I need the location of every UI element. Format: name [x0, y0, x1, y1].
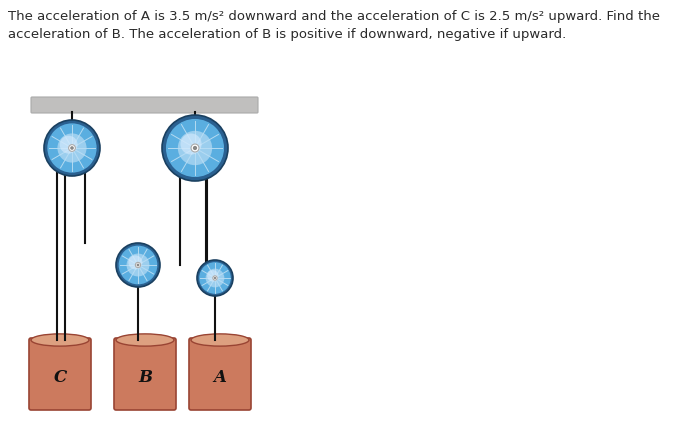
Circle shape [44, 120, 100, 176]
FancyBboxPatch shape [29, 338, 91, 410]
Circle shape [60, 136, 78, 154]
FancyBboxPatch shape [189, 338, 251, 410]
Circle shape [70, 146, 74, 150]
Circle shape [193, 146, 197, 150]
FancyBboxPatch shape [114, 338, 176, 410]
Circle shape [207, 270, 218, 282]
Text: acceleration of B. The acceleration of B is positive if downward, negative if up: acceleration of B. The acceleration of B… [8, 28, 566, 41]
Circle shape [116, 243, 160, 287]
Circle shape [128, 255, 142, 269]
Circle shape [214, 277, 216, 279]
Circle shape [137, 264, 139, 266]
Text: B: B [138, 369, 152, 386]
Text: C: C [53, 369, 67, 386]
Circle shape [127, 254, 150, 276]
Circle shape [69, 145, 76, 152]
Circle shape [166, 119, 224, 177]
Circle shape [47, 124, 96, 173]
Circle shape [199, 262, 231, 294]
Circle shape [180, 134, 202, 155]
Circle shape [178, 131, 212, 165]
FancyBboxPatch shape [31, 97, 258, 113]
Ellipse shape [191, 334, 249, 346]
Ellipse shape [31, 334, 89, 346]
Circle shape [58, 134, 87, 162]
Circle shape [119, 246, 157, 284]
Circle shape [197, 260, 233, 296]
Text: A: A [213, 369, 227, 386]
Text: The acceleration of A is 3.5 m/s² downward and the acceleration of C is 2.5 m/s²: The acceleration of A is 3.5 m/s² downwa… [8, 10, 660, 23]
Ellipse shape [116, 334, 174, 346]
Circle shape [162, 115, 228, 181]
Circle shape [213, 276, 217, 280]
Circle shape [135, 262, 141, 268]
Circle shape [191, 144, 199, 152]
Circle shape [206, 268, 225, 287]
